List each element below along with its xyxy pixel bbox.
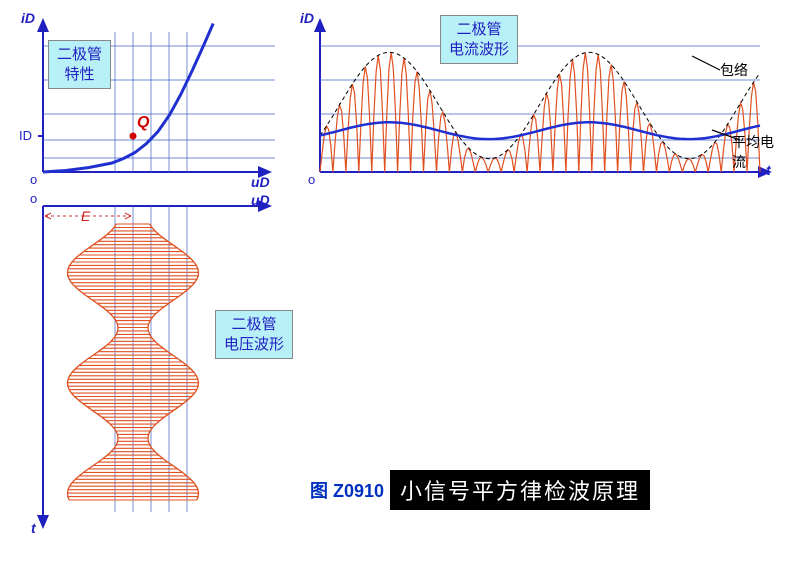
axis-t-label-2: t (31, 520, 36, 536)
axis-uD-label-2: uD (251, 192, 270, 208)
axis-iD-label-2: iD (300, 10, 314, 26)
iv-box-label: 二极管 特性 (48, 40, 111, 89)
tick-ID: ID (19, 128, 32, 143)
it-box-line2: 电流波形 (449, 41, 509, 58)
iv-svg (15, 12, 285, 187)
origin-o-iv: o (30, 172, 37, 187)
it-plot: iD o t 包络 平均电流 (300, 12, 780, 187)
origin-o-it: o (308, 172, 315, 187)
iv-box-line2: 特性 (65, 66, 95, 83)
ut-box-line1: 二极管 (232, 316, 277, 333)
iv-box-line1: 二极管 (57, 46, 102, 63)
ut-svg (15, 192, 285, 537)
envelope-annot: 包络 (720, 60, 748, 80)
it-box-label: 二极管 电流波形 (440, 15, 518, 64)
ut-box-line2: 电压波形 (224, 336, 284, 353)
axis-iD-label: iD (21, 10, 35, 26)
it-svg (300, 12, 780, 187)
figure-title: 小信号平方律检波原理 (390, 470, 650, 510)
figure-caption: 图 Z0910 小信号平方律检波原理 (310, 470, 650, 510)
avg-current-annot: 平均电流 (732, 132, 780, 172)
e-label: E (81, 208, 90, 224)
ut-plot: o uD t E (15, 192, 285, 537)
ut-box-label: 二极管 电压波形 (215, 310, 293, 359)
it-box-line1: 二极管 (457, 21, 502, 38)
q-point-label: Q (137, 114, 149, 132)
axis-uD-label: uD (251, 174, 270, 190)
figure-id: 图 Z0910 (310, 477, 384, 503)
iv-plot: iD uD ID o Q (15, 12, 285, 187)
origin-o-ut: o (30, 191, 37, 206)
